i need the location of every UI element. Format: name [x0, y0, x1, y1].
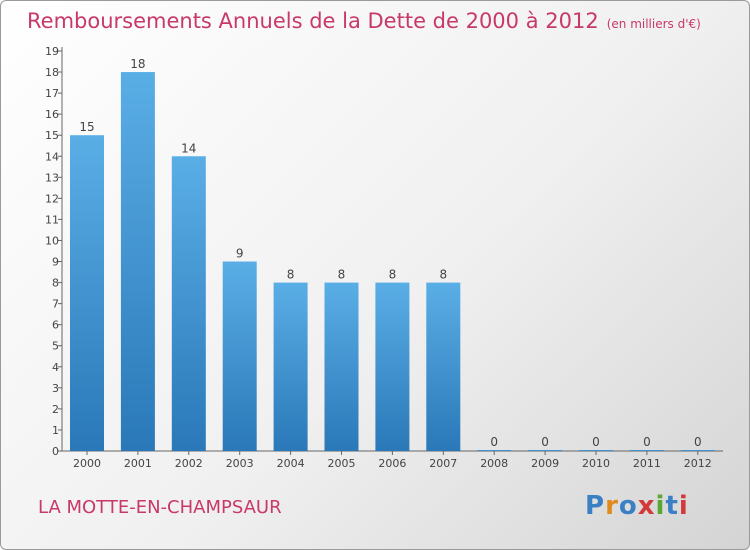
- logo-letter: x: [637, 491, 656, 521]
- y-tick-label: 12: [45, 192, 59, 205]
- bar-value-label: 14: [181, 141, 196, 155]
- bar: [324, 282, 359, 451]
- y-tick-label: 5: [52, 340, 59, 353]
- y-tick-label: 4: [52, 361, 59, 374]
- bar: [273, 282, 308, 451]
- bar-value-label: 0: [592, 435, 600, 449]
- bar-value-label: 18: [130, 57, 145, 71]
- bar: [120, 72, 155, 451]
- x-tick-label: 2001: [124, 457, 152, 470]
- bar-value-label: 8: [389, 268, 397, 282]
- y-tick-label: 10: [45, 234, 59, 247]
- logo-letter: i: [655, 491, 666, 521]
- logo-letter: P: [585, 491, 606, 521]
- x-tick-label: 2007: [429, 457, 457, 470]
- bar: [171, 156, 206, 451]
- y-tick-label: 19: [45, 45, 59, 58]
- bar-value-label: 0: [490, 435, 498, 449]
- x-tick-label: 2009: [531, 457, 559, 470]
- bar: [528, 450, 563, 451]
- bar-value-label: 8: [338, 268, 346, 282]
- bar: [579, 450, 613, 451]
- bar-value-label: 9: [236, 247, 244, 261]
- bar-value-label: 15: [79, 120, 94, 134]
- y-tick-label: 15: [45, 129, 59, 142]
- x-tick-label: 2010: [582, 457, 610, 470]
- bar-value-label: 8: [439, 268, 447, 282]
- y-tick-label: 3: [52, 382, 59, 395]
- bar-value-label: 0: [541, 435, 549, 449]
- x-tick-label: 2003: [226, 457, 254, 470]
- bar-value-label: 0: [643, 435, 651, 449]
- x-tick-label: 2012: [684, 457, 712, 470]
- unit-note: (en milliers d'€): [606, 17, 701, 31]
- y-tick-label: 17: [45, 87, 59, 100]
- x-tick-label: 2005: [328, 457, 356, 470]
- y-tick-label: 6: [52, 319, 59, 332]
- title-text: Remboursements Annuels de la Dette de 20…: [27, 9, 599, 33]
- y-tick-label: 18: [45, 66, 59, 79]
- y-tick-label: 7: [52, 298, 59, 311]
- bar: [426, 282, 461, 451]
- logo-letter: o: [618, 491, 638, 521]
- y-tick-label: 0: [52, 445, 59, 458]
- x-tick-label: 2008: [480, 457, 508, 470]
- y-tick-label: 8: [52, 277, 59, 290]
- y-tick-label: 9: [52, 256, 59, 269]
- y-tick-label: 2: [52, 403, 59, 416]
- logo-letter: r: [605, 491, 619, 521]
- logo-letter: t: [665, 491, 679, 521]
- x-tick-label: 2004: [277, 457, 305, 470]
- y-tick-label: 13: [45, 171, 59, 184]
- proxiti-logo: Proxiti: [585, 491, 689, 521]
- x-tick-label: 2002: [175, 457, 203, 470]
- bar: [477, 450, 512, 451]
- y-tick-label: 14: [45, 150, 59, 163]
- bar: [222, 261, 257, 451]
- bar: [375, 282, 410, 451]
- chart-title: Remboursements Annuels de la Dette de 20…: [27, 9, 701, 33]
- y-tick-label: 11: [45, 213, 59, 226]
- logo-letter: i: [678, 491, 689, 521]
- bar-value-label: 8: [287, 268, 295, 282]
- x-tick-label: 2006: [378, 457, 406, 470]
- x-tick-label: 2000: [73, 457, 101, 470]
- bar-value-label: 0: [694, 435, 702, 449]
- y-tick-label: 16: [45, 108, 59, 121]
- bar: [680, 450, 715, 451]
- x-tick-label: 2011: [633, 457, 661, 470]
- bar: [629, 450, 664, 451]
- bar: [70, 135, 104, 452]
- commune-name: LA MOTTE-EN-CHAMPSAUR: [38, 497, 282, 518]
- y-tick-label: 1: [52, 424, 59, 437]
